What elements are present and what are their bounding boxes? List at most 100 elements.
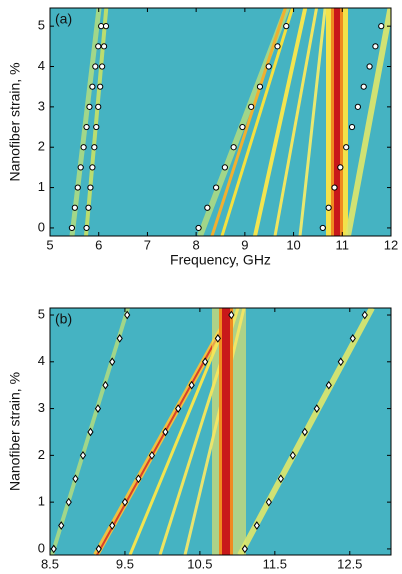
data-point	[228, 310, 235, 320]
y-tick-label: 3	[38, 98, 45, 113]
x-tick-label: 8.5	[41, 556, 59, 571]
data-point	[253, 521, 260, 530]
data-point	[92, 63, 99, 70]
data-point	[337, 164, 344, 171]
data-point	[195, 224, 202, 232]
x-tick-label: 8	[193, 237, 200, 252]
x-tick-label: 11.5	[263, 556, 287, 571]
data-point	[265, 63, 272, 70]
data-point	[68, 224, 76, 232]
data-point	[100, 43, 108, 50]
data-point	[65, 497, 72, 507]
y-tick-label: 1	[38, 179, 45, 194]
y-axis-label: Nanofiber strain, %	[7, 372, 23, 491]
data-point	[72, 474, 79, 484]
data-point	[301, 427, 308, 437]
data-point	[109, 357, 116, 367]
data-point	[360, 83, 367, 90]
markers	[68, 23, 385, 232]
x-axis-label: Frequency, GHz	[170, 571, 271, 574]
markers	[50, 310, 368, 554]
data-point	[337, 357, 344, 367]
data-point	[95, 103, 102, 110]
data-point	[91, 144, 98, 151]
plot-frame	[49, 7, 392, 237]
x-tick-label: 10	[286, 237, 300, 252]
data-point	[77, 164, 84, 171]
data-point	[80, 144, 87, 151]
data-point	[213, 184, 220, 191]
data-point	[135, 474, 142, 484]
x-tick-label: 11	[336, 237, 350, 252]
data-point	[202, 357, 209, 367]
x-tick-label: 5	[46, 237, 53, 252]
y-tick-label: 0	[38, 219, 45, 234]
data-point	[148, 450, 156, 460]
data-point	[313, 404, 320, 413]
data-point	[361, 310, 368, 320]
data-point	[204, 204, 211, 211]
data-point	[256, 83, 264, 90]
data-point	[274, 43, 281, 50]
data-point	[58, 521, 65, 530]
y-tick-label: 2	[38, 447, 45, 462]
data-point	[124, 310, 131, 320]
data-point	[241, 544, 248, 554]
data-point	[86, 103, 93, 110]
data-point	[94, 404, 102, 413]
data-point	[121, 497, 129, 507]
data-point	[87, 427, 94, 437]
data-point	[378, 23, 385, 30]
data-point	[89, 164, 96, 171]
data-point	[188, 380, 195, 390]
data-point	[348, 123, 356, 131]
data-point	[283, 23, 290, 30]
x-tick-label: 12.5	[337, 556, 362, 571]
x-tick-label: 12	[384, 237, 398, 252]
data-point	[372, 43, 379, 50]
plot-frame	[49, 307, 392, 556]
data-point	[97, 83, 104, 90]
data-point	[349, 334, 356, 343]
data-point	[74, 184, 81, 191]
x-tick-label: 6	[95, 237, 102, 252]
data-point	[214, 334, 221, 343]
data-point	[175, 404, 182, 413]
data-point	[289, 450, 296, 460]
data-point	[343, 144, 350, 151]
data-point	[85, 204, 92, 211]
data-point	[95, 43, 102, 50]
data-point	[99, 63, 106, 70]
x-tick-label: 7	[144, 237, 151, 252]
data-point	[95, 544, 102, 554]
data-point	[319, 224, 326, 232]
data-point	[71, 204, 78, 211]
data-point	[89, 83, 96, 90]
data-point	[50, 544, 57, 554]
data-point	[162, 427, 169, 437]
y-tick-label: 1	[38, 494, 45, 509]
y-tick-label: 4	[38, 58, 45, 73]
x-tick-label: 10.5	[187, 556, 212, 571]
data-point	[354, 103, 361, 110]
x-tick-label: 9.5	[116, 556, 134, 571]
heatmap-a	[50, 8, 391, 236]
data-point	[87, 184, 94, 191]
data-point	[325, 380, 332, 390]
data-point	[102, 380, 109, 390]
x-axis-label: Frequency, GHz	[170, 252, 271, 268]
y-tick-label: 2	[38, 139, 45, 154]
data-point	[93, 123, 100, 131]
data-point	[83, 224, 90, 232]
data-point	[83, 123, 90, 131]
data-point	[239, 123, 246, 131]
panel-label: (a)	[55, 11, 72, 27]
data-point	[79, 450, 87, 460]
y-tick-label: 0	[38, 540, 45, 555]
data-point	[331, 184, 338, 191]
y-tick-label: 5	[38, 18, 45, 33]
y-tick-label: 3	[38, 400, 45, 415]
data-point	[277, 474, 284, 484]
panel-label: (b)	[55, 311, 72, 327]
